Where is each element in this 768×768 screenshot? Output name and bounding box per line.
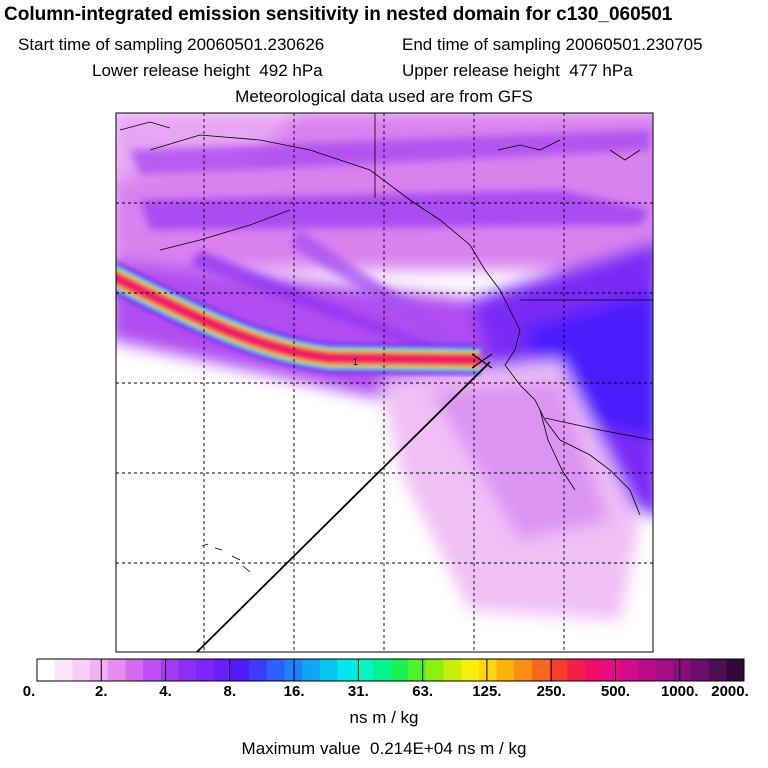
colorbar-cell [408,659,427,681]
upper-height-value: 477 hPa [569,61,633,80]
plot-title: Column-integrated emission sensitivity i… [4,4,673,25]
lower-height-line: Lower release height 492 hPa [92,61,323,81]
colorbar-tick-label: 250. [536,683,566,700]
colorbar-cell [425,659,445,681]
colorbar-cell [478,659,498,681]
field-streak-2 [140,190,650,230]
colorbar-cell [72,659,91,681]
aleutian-chain [159,209,291,251]
hawaiian-islands [201,543,251,573]
plume-core [116,272,481,365]
north-america-coast [149,134,641,516]
colorbar-cell [655,659,674,681]
colorbar-cell [637,659,657,681]
release-point-marker [471,353,493,369]
colorbar-tick-label: 63. [412,683,434,700]
colorbar-cell [178,659,197,681]
colorbar-cell [443,659,462,681]
colorbar-cell [355,659,374,681]
colorbar-cell [319,659,338,681]
start-time-line: Start time of sampling 20060501.230626 [18,35,324,55]
colorbar-cell [673,659,692,681]
alaska-coast-north [119,121,171,131]
release-line [196,361,491,652]
colorbar-cell [302,659,321,681]
colorbar-cell [266,659,285,681]
colorbar-tick-label: 16. [283,683,305,700]
colorbar-cells [37,659,745,681]
us-mexico-border [544,417,653,441]
release-marker-label: 1 [353,357,358,367]
colorbar-cell [514,659,533,681]
colorbar-cell [690,659,710,681]
maximum-value-line: Maximum value 0.214E+04 ns m / kg [0,739,768,759]
colorbar-cell [549,659,568,681]
colorbar-tick-label: 8. [223,683,237,700]
colorbar-tick-label: 1000. [660,683,699,700]
colorbar-cell [708,659,727,681]
colorbar-cell [602,659,621,681]
interior-lakes [497,139,561,151]
end-time-label: End time of sampling [402,35,561,54]
maximum-value-label: Maximum value [241,739,361,758]
sensitivity-field [116,113,653,652]
coastlines [119,121,641,573]
colorbar-cell [143,659,162,681]
colorbar-tick-label: 2. [95,683,108,700]
field-streak-3 [190,250,480,370]
colorbar-cell [531,659,551,681]
colorbar-cell [107,659,126,681]
upper-height-line: Upper release height 477 hPa [402,61,633,81]
upper-height-label: Upper release height [402,61,560,80]
start-time-label: Start time of sampling [18,35,183,54]
field-streak-4 [290,230,480,360]
colorbar-cell [213,659,232,681]
colorbar-tick-label: 2000. [711,683,749,700]
hudson-shore [609,149,641,161]
colorbar-cell [390,659,409,681]
colorbar-cell [196,659,215,681]
field-streak-1 [130,130,650,175]
baja-peninsula [539,409,576,491]
colorbar-cell [726,659,745,681]
colorbar-cell [567,659,586,681]
lower-height-label: Lower release height [92,61,250,80]
colorbar-cell [337,659,356,681]
field-southern-plume-inner [430,380,610,540]
colorbar-ticks [36,659,745,681]
colorbar-units: ns m / kg [349,708,419,727]
field-blue-core [520,292,653,439]
end-time-line: End time of sampling 20060501.230705 [402,35,703,55]
colorbar-cell [620,659,639,681]
start-time-value: 20060501.230626 [187,35,325,54]
colorbar-cell [284,659,303,681]
colorbar-cell [125,659,144,681]
colorbar-cell [54,659,73,681]
colorbar-cell [90,659,109,681]
maximum-value: 0.214E+04 ns m / kg [370,739,527,758]
colorbar-cell [37,659,56,681]
colorbar-cell [372,659,391,681]
colorbar-cell [461,659,480,681]
met-data-line: Meteorological data used are from GFS [235,87,533,106]
colorbar-tick-label: 4. [159,683,172,700]
colorbar-cell [496,659,515,681]
political-boundaries [374,113,653,441]
colorbar-tick-label: 500. [600,683,631,700]
end-time-value: 20060501.230705 [565,35,703,54]
colorbar-cell [231,659,250,681]
colorbar-cell [160,659,179,681]
colorbar-cell [249,659,268,681]
colorbar-tick-label: 0. [22,683,36,700]
colorbar-tick-label: 31. [347,683,369,700]
map-frame [115,112,654,653]
colorbar-tick-label: 125. [472,683,502,700]
colorbar-cell [584,659,604,681]
lower-height-value: 492 hPa [259,61,323,80]
